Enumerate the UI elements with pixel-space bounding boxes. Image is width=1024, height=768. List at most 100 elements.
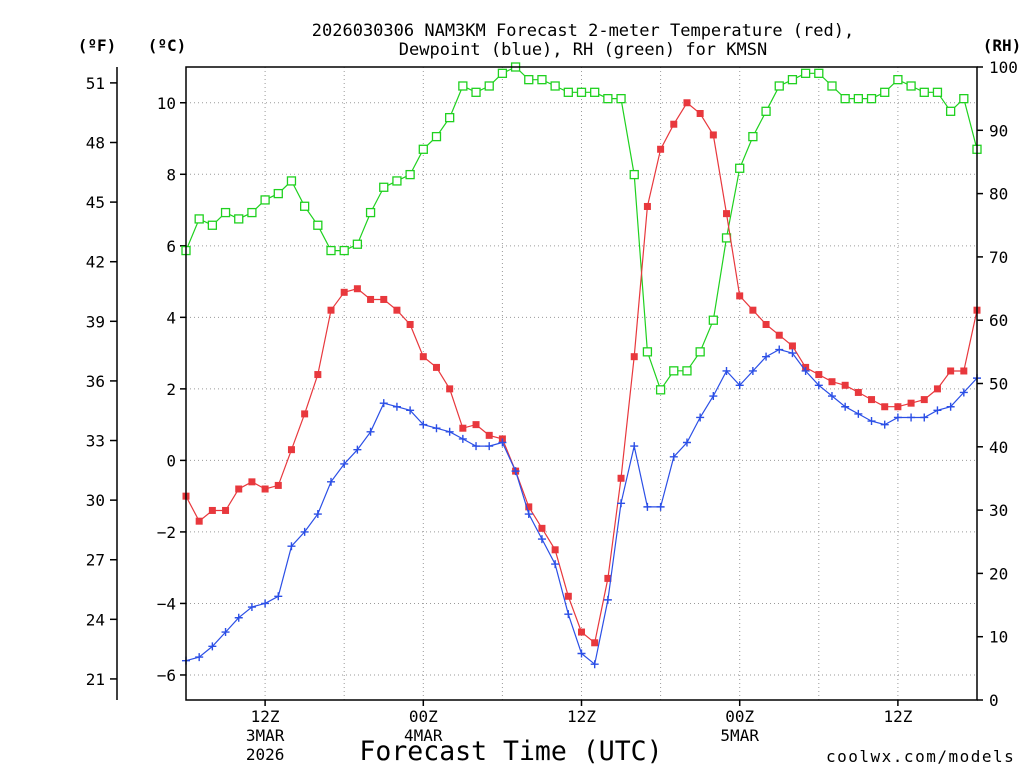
rh-point (827, 81, 837, 91)
dewpoint-point (419, 420, 428, 429)
dewpoint-point (379, 399, 388, 408)
dewpoint-point (907, 413, 916, 422)
dewpoint-point (748, 366, 757, 375)
dewpoint-point (946, 402, 955, 411)
temperature-point (960, 367, 968, 375)
rh-point (669, 366, 679, 376)
rh-point (326, 245, 336, 256)
dewpoint-point (577, 649, 586, 658)
temperature-point (933, 385, 941, 393)
temperature-point (815, 371, 823, 379)
rh-point (748, 131, 758, 142)
fahrenheit-tick-label: 27 (86, 551, 105, 570)
temperature-point (301, 410, 309, 418)
temperature-point (604, 574, 612, 582)
temperature-point (222, 506, 230, 514)
temperature-point (723, 210, 731, 218)
rh-point (800, 68, 811, 78)
dewpoint-point (709, 392, 718, 401)
dewpoint-point (762, 352, 771, 361)
celsius-tick-label: 2 (166, 380, 176, 399)
temperature-point (788, 342, 796, 350)
rh-point (642, 347, 653, 357)
rh-tick-label: 10 (989, 628, 1008, 647)
rh-point (840, 94, 850, 104)
rh-point (352, 239, 363, 249)
dewpoint-point (933, 406, 942, 415)
dewpoint-point (722, 366, 731, 375)
dewpoint-point (366, 427, 375, 436)
dewpoint-point (959, 388, 968, 397)
temperature-point (327, 306, 335, 314)
dewpoint-point (656, 502, 665, 511)
x-tick-label: 00Z (409, 707, 438, 726)
dewpoint-point (537, 535, 546, 544)
rh-point (313, 220, 323, 230)
dewpoint-point (814, 381, 823, 390)
rh-point (220, 207, 231, 218)
temperature-point (472, 421, 480, 429)
rh-point (524, 75, 534, 85)
temperature-point (340, 288, 348, 296)
rh-point (563, 87, 573, 97)
celsius-tick-label: 4 (166, 308, 176, 327)
rh-point (550, 81, 560, 91)
dewpoint-point (524, 510, 533, 519)
dewpoint-point (261, 599, 270, 608)
dewpoint-point (893, 413, 902, 422)
dewpoint-point (234, 613, 243, 622)
rh-series (181, 62, 982, 395)
temperature-point (657, 145, 665, 153)
temperature-point (551, 546, 559, 554)
temperature-point (947, 367, 955, 375)
dewpoint-point (669, 452, 678, 461)
rh-tick-label: 20 (989, 564, 1008, 583)
temperature-point (670, 120, 678, 128)
temperature-point (393, 306, 401, 314)
fahrenheit-tick-label: 36 (86, 372, 105, 391)
rh-point (721, 233, 732, 243)
temperature-point (287, 446, 295, 454)
dewpoint-point (472, 442, 481, 451)
temperature-point (578, 628, 585, 636)
dewpoint-point (854, 409, 863, 418)
dewpoint-point (287, 542, 296, 551)
dewpoint-point (788, 349, 797, 358)
rh-point (418, 144, 428, 154)
rh-point (339, 245, 349, 256)
temperature-point (485, 431, 493, 439)
rh-point (959, 94, 969, 104)
temperature-point (406, 320, 414, 328)
rh-point (695, 347, 705, 357)
rh-point (471, 87, 481, 97)
dewpoint-point (340, 459, 349, 468)
temperature-point (828, 378, 836, 386)
temperature-point (538, 524, 546, 532)
rh-point (735, 163, 745, 173)
temperature-point (591, 639, 599, 647)
temperature-point (525, 503, 533, 511)
rh-point (814, 68, 824, 78)
rh-point (431, 131, 442, 142)
dewpoint-point (313, 510, 322, 519)
dewpoint-point (432, 424, 441, 433)
dewpoint-point (827, 392, 836, 401)
temperature-point (248, 478, 256, 486)
rh-point (866, 94, 877, 104)
temperature-point (775, 331, 783, 339)
temperature-point (630, 353, 638, 361)
temperature-point (261, 485, 269, 493)
rh-point (603, 94, 613, 104)
x-axis-label: Forecast Time (UTC) (359, 736, 662, 767)
rh-point (207, 220, 218, 230)
dewpoint-point (406, 406, 415, 415)
rh-point (392, 176, 402, 186)
dewpoint-point (920, 413, 929, 422)
rh-point (234, 214, 244, 224)
temperature-point (683, 99, 691, 107)
dewpoint-point (564, 610, 573, 619)
x-tick-label: 3MAR (246, 726, 285, 745)
dewpoint-point (551, 560, 560, 569)
rh-point (576, 87, 587, 97)
temperature-point (617, 474, 625, 482)
